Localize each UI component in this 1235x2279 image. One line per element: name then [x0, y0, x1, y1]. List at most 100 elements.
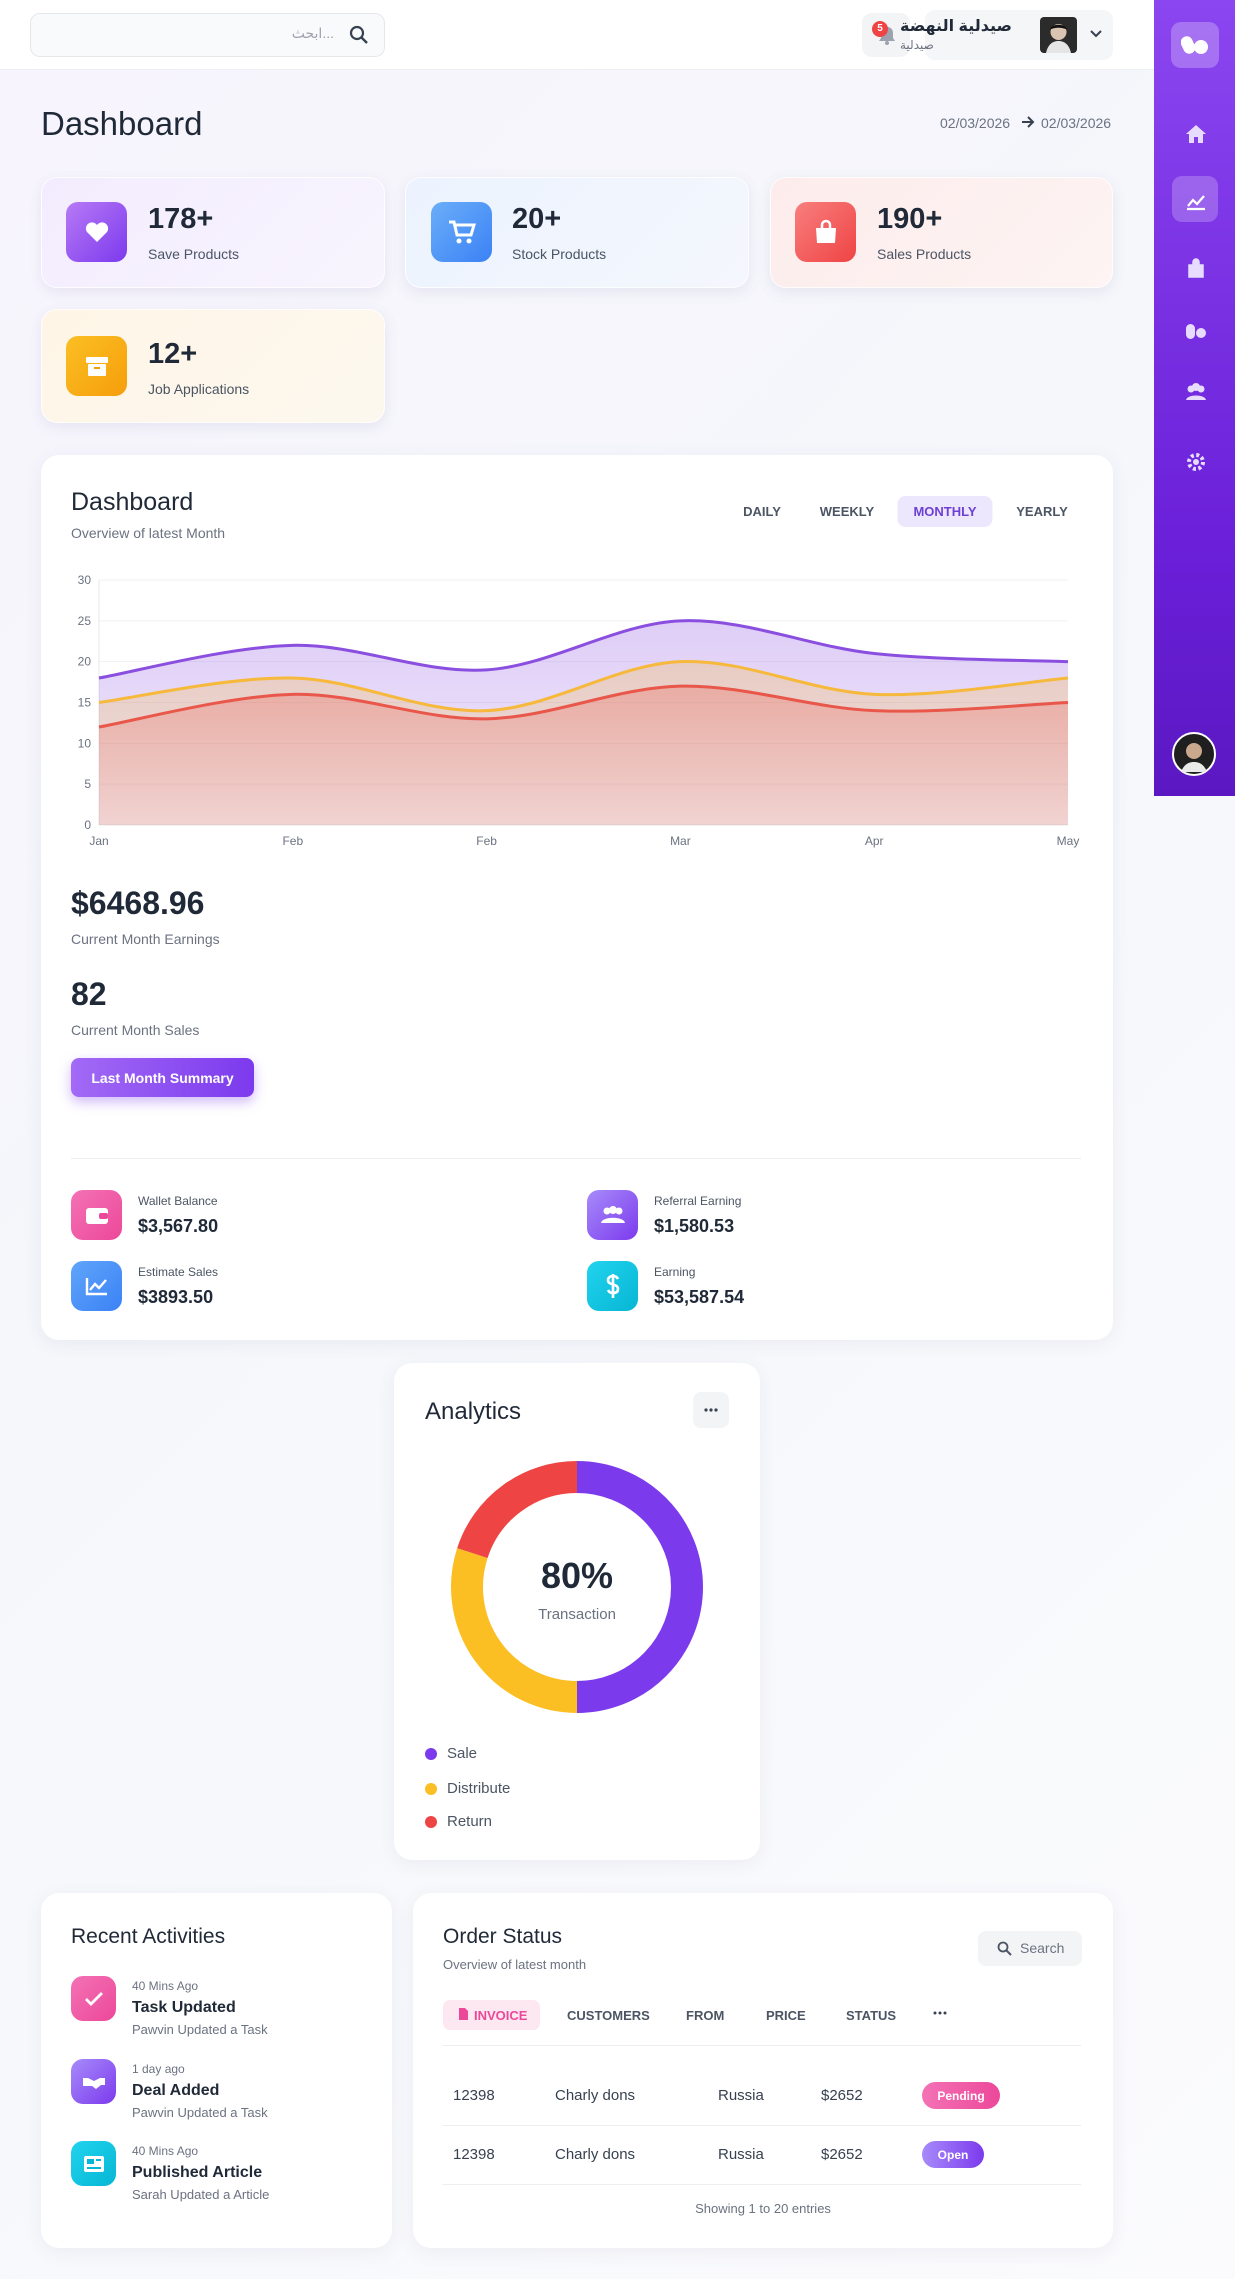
activity-title: Deal Added: [132, 2082, 220, 2099]
y-tick-label: 5: [84, 777, 91, 791]
donut-center-value: 80%: [540, 1555, 614, 1596]
earnings-label: Current Month Earnings: [71, 931, 220, 947]
cell: 12398: [453, 2087, 495, 2104]
activity-title: Published Article: [132, 2164, 263, 2181]
search-icon: [997, 1941, 1012, 1956]
line: [98, 619, 1069, 680]
stat-value: 178+: [148, 203, 214, 235]
search-button[interactable]: [978, 1931, 1082, 1966]
date-from: 02/03/2026: [940, 115, 1011, 131]
x-tick-label: Feb: [282, 834, 303, 848]
activity-detail: Pawvin Updated a Task: [132, 2105, 268, 2120]
activity-icon: [71, 2059, 116, 2104]
stat-value: 190+: [877, 203, 943, 235]
legend-dot: [425, 1783, 437, 1795]
page-title: Dashboard: [41, 105, 203, 142]
mini-value: $3,567.80: [138, 1216, 219, 1236]
cell: $2652: [821, 2087, 863, 2104]
line: [98, 684, 1069, 729]
logo-icon: [1181, 36, 1208, 54]
y-tick-label: 20: [78, 655, 92, 669]
status-badge: Open: [922, 2141, 984, 2168]
more-icon[interactable]: [932, 2009, 948, 2017]
cell: $2652: [821, 2146, 863, 2163]
x-tick-label: May: [1057, 834, 1080, 848]
sidebar-avatar[interactable]: [1172, 732, 1216, 776]
activity-detail: Pawvin Updated a Task: [132, 2022, 268, 2037]
sales-value: 82: [71, 976, 107, 1012]
cell: Russia: [718, 2146, 764, 2163]
column-header[interactable]: INVOICE: [474, 2008, 528, 2023]
date-to: 02/03/2026: [1041, 115, 1112, 131]
donut-segment: [576, 1461, 703, 1713]
legend-label: Sale: [447, 1745, 478, 1762]
mini-label: Earning: [654, 1265, 696, 1279]
mini-value: $1,580.53: [654, 1216, 735, 1236]
tab[interactable]: MONTHLY: [897, 496, 993, 527]
cell: Charly dons: [555, 2087, 636, 2104]
notification-badge: 5: [872, 21, 888, 37]
stat-label: Save Products: [148, 246, 240, 262]
mini-icon: [587, 1190, 638, 1240]
earnings-value: $6468.96: [71, 885, 205, 921]
area: [99, 686, 1068, 825]
table-footer: Showing 1 to 20 entries: [695, 2201, 831, 2216]
card-title: Recent Activities: [71, 1925, 226, 1948]
column-header[interactable]: PRICE: [766, 2008, 806, 2023]
user-avatar: [1040, 17, 1077, 53]
stat-label: Stock Products: [512, 246, 607, 262]
mini-value: $53,587.54: [654, 1287, 745, 1307]
column-header[interactable]: CUSTOMERS: [567, 2008, 650, 2023]
y-tick-label: 10: [78, 736, 92, 750]
donut-chart: [451, 1461, 703, 1713]
activity-title: Task Updated: [132, 1999, 236, 2016]
search-placeholder: ابحث...: [291, 25, 334, 41]
card-title: Order Status: [443, 1925, 563, 1948]
activity-time: 40 Mins Ago: [132, 1979, 199, 1993]
mini-icon: [587, 1261, 638, 1311]
stat-icon: [66, 202, 127, 262]
y-tick-label: 30: [78, 573, 92, 587]
activity-icon: [71, 2141, 116, 2186]
column-header[interactable]: FROM: [686, 2008, 725, 2023]
column-header[interactable]: STATUS: [846, 2008, 897, 2023]
x-tick-label: Feb: [476, 834, 497, 848]
donut-segment: [451, 1548, 578, 1713]
activity-time: 40 Mins Ago: [132, 2144, 199, 2158]
mini-label: Estimate Sales: [138, 1265, 219, 1279]
mini-label: Referral Earning: [654, 1194, 742, 1208]
card-title: Dashboard: [71, 488, 194, 516]
mini-icon: [71, 1261, 122, 1311]
nav-icons[interactable]: [1184, 123, 1208, 493]
legend-label: Return: [447, 1813, 493, 1830]
stat-value: 20+: [512, 203, 562, 235]
divider: [443, 2184, 1081, 2185]
overview-card: [41, 455, 1113, 1340]
summary-button[interactable]: Last Month Summary: [71, 1058, 254, 1097]
user-role: صيدلية: [900, 38, 934, 52]
activity-detail: Sarah Updated a Article: [132, 2187, 270, 2202]
stat-card: [405, 177, 749, 288]
mini-value: $3893.50: [138, 1287, 214, 1307]
sales-label: Current Month Sales: [71, 1022, 200, 1038]
stat-icon: [795, 202, 856, 262]
user-name: صيدلية النهضة: [900, 18, 1012, 35]
search-icon[interactable]: [349, 25, 369, 45]
tab[interactable]: DAILY: [743, 504, 781, 519]
line: [98, 660, 1069, 713]
search-box[interactable]: [30, 13, 385, 57]
user-menu[interactable]: [925, 10, 1113, 60]
legend-dot: [425, 1748, 437, 1760]
more-button[interactable]: [693, 1392, 729, 1428]
mini-icon: [71, 1190, 122, 1240]
tab[interactable]: WEEKLY: [819, 504, 875, 519]
y-tick-label: 0: [84, 818, 91, 832]
x-tick-label: Jan: [89, 834, 108, 848]
tab[interactable]: YEARLY: [1016, 504, 1068, 519]
chevron-icon[interactable]: [1089, 27, 1103, 41]
legend-dot: [425, 1816, 437, 1828]
stat-icon: [431, 202, 492, 262]
cell: 12398: [453, 2146, 495, 2163]
cell: Charly dons: [555, 2146, 636, 2163]
